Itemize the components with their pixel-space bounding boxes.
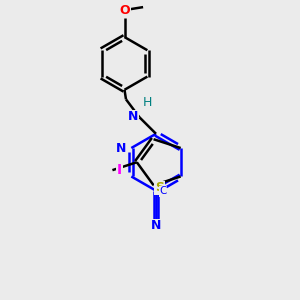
Text: O: O <box>120 4 130 17</box>
Text: I: I <box>117 163 122 177</box>
Text: N: N <box>128 110 138 123</box>
Text: N: N <box>151 219 161 232</box>
Text: H: H <box>142 96 152 109</box>
Text: S: S <box>155 181 164 194</box>
Text: N: N <box>116 142 126 154</box>
Text: C: C <box>160 186 167 196</box>
